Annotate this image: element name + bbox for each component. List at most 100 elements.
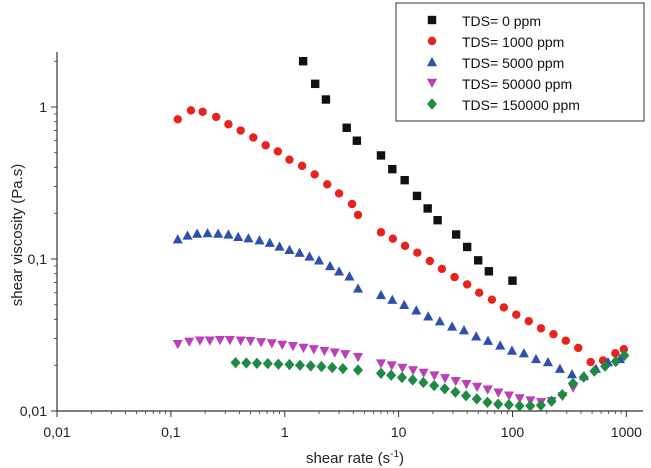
data-point — [450, 272, 459, 282]
data-point — [586, 357, 595, 367]
data-point — [589, 365, 600, 377]
data-point — [375, 359, 387, 369]
data-point — [304, 251, 315, 261]
data-point — [319, 346, 330, 357]
data-point — [423, 204, 432, 213]
data-point — [499, 303, 509, 312]
data-point — [425, 256, 435, 266]
data-point — [284, 244, 295, 254]
data-point — [619, 345, 629, 354]
data-point — [474, 256, 483, 265]
plot-frame — [56, 52, 643, 412]
data-point — [472, 382, 483, 392]
data-point — [352, 352, 364, 363]
data-point — [574, 343, 583, 353]
legend-marker — [426, 56, 438, 67]
legend-box — [395, 2, 645, 122]
data-point — [412, 191, 422, 201]
data-point — [447, 321, 458, 331]
data-point — [433, 215, 442, 225]
data-point — [429, 379, 440, 392]
data-point — [376, 228, 386, 237]
x-axis-ticks: 0,01 0,1 1 10 100 1000 — [43, 411, 642, 440]
series-diamond — [230, 349, 630, 412]
data-point — [506, 345, 518, 355]
data-point — [578, 371, 589, 383]
data-point — [413, 248, 422, 257]
data-point — [327, 361, 338, 374]
data-point — [266, 339, 277, 349]
y-axis-ticks: 0,01 0,1 1 — [20, 60, 57, 419]
data-point — [316, 360, 327, 373]
data-point — [194, 336, 205, 346]
data-point — [400, 175, 409, 185]
data-point — [487, 295, 497, 304]
data-point — [495, 340, 506, 350]
data-point — [261, 141, 270, 150]
data-point — [235, 336, 246, 346]
data-point — [344, 271, 355, 281]
data-point — [310, 79, 320, 89]
data-point — [397, 363, 408, 373]
data-point — [387, 294, 398, 304]
data-point — [243, 233, 254, 243]
data-point — [184, 337, 195, 347]
data-point — [418, 376, 429, 389]
legend-label: TDS= 1000 ppm — [462, 34, 564, 50]
data-point — [375, 289, 387, 300]
data-point — [542, 356, 554, 367]
data-point — [611, 349, 620, 358]
data-point — [298, 343, 309, 353]
data-point — [376, 151, 386, 160]
data-point — [407, 374, 418, 386]
data-point — [294, 247, 305, 257]
data-point — [211, 112, 221, 122]
x-tick-label: 1000 — [611, 424, 642, 440]
data-point — [352, 136, 362, 145]
data-point — [352, 364, 364, 376]
data-point — [352, 283, 364, 293]
data-point — [224, 336, 235, 346]
data-point — [313, 255, 325, 265]
data-point — [284, 358, 295, 371]
data-series — [172, 57, 630, 412]
data-point — [202, 228, 213, 238]
data-point — [610, 355, 621, 368]
data-point — [434, 316, 445, 326]
data-point — [340, 350, 351, 360]
data-point — [213, 228, 224, 238]
x-tick-label: 0,01 — [43, 424, 70, 440]
data-point — [508, 276, 517, 285]
data-point — [204, 336, 215, 346]
data-point — [461, 380, 472, 390]
data-point — [264, 237, 275, 247]
legend-label: TDS= 50000 ppm — [462, 76, 572, 92]
data-point — [462, 280, 472, 289]
data-point — [504, 391, 515, 401]
data-point — [549, 330, 558, 339]
data-point — [273, 147, 283, 156]
data-point — [192, 228, 203, 238]
data-point — [493, 388, 504, 398]
data-point — [524, 316, 533, 326]
data-point — [277, 340, 288, 350]
data-point — [386, 369, 397, 381]
data-point — [245, 336, 256, 347]
data-point — [347, 199, 357, 209]
data-point — [241, 357, 252, 369]
data-point — [566, 369, 578, 379]
data-point — [482, 385, 493, 395]
data-point — [298, 57, 308, 66]
data-point — [483, 335, 494, 345]
data-point — [223, 229, 234, 239]
data-point — [567, 377, 579, 390]
data-point — [262, 357, 273, 370]
legend-label: TDS= 0 ppm — [462, 13, 541, 29]
data-point — [321, 95, 331, 104]
data-point — [451, 230, 461, 239]
y-axis-label: shear viscosity (Pa.s) — [9, 164, 26, 307]
data-point — [182, 230, 193, 240]
data-point — [375, 367, 387, 379]
data-point — [285, 155, 294, 164]
x-tick-label: 1 — [281, 424, 289, 440]
